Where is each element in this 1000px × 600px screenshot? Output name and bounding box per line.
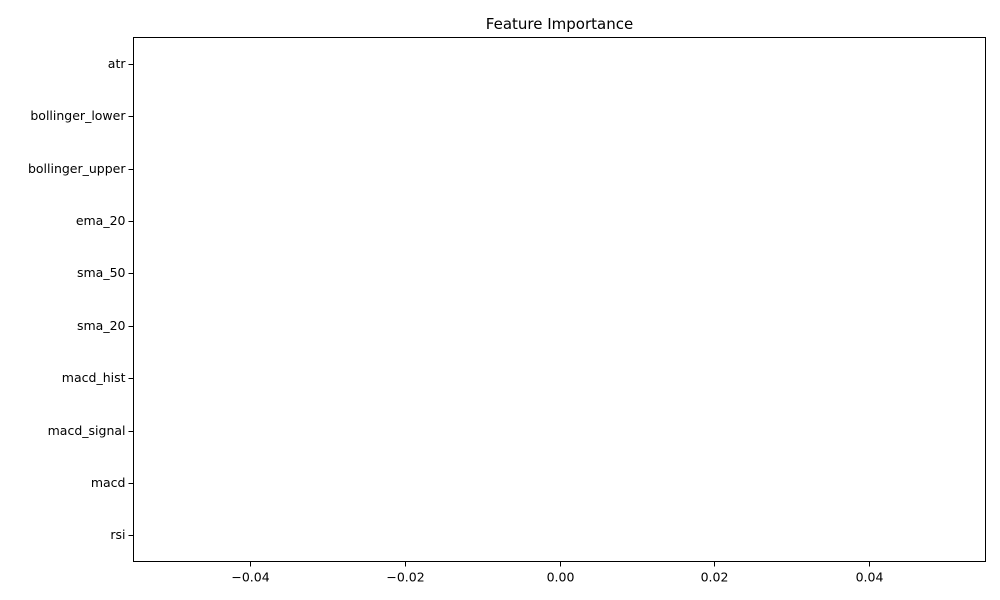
- y-tick-label-rsi: rsi: [110, 527, 125, 542]
- chart-title: Feature Importance: [486, 15, 633, 33]
- y-tick-label-macd_hist: macd_hist: [62, 370, 126, 385]
- y-axis: rsi macd macd_signal macd_hist sma_20 sma_50 e…: [28, 56, 134, 542]
- y-tick-label-macd: macd: [91, 475, 126, 490]
- x-tick-label-0: −0.04: [231, 570, 269, 585]
- x-tick-label-1: −0.02: [386, 570, 424, 585]
- x-tick-label-3: 0.02: [701, 570, 729, 585]
- y-tick-label-atr: atr: [108, 56, 127, 71]
- plot-area-frame: [133, 37, 986, 562]
- y-tick-label-bollinger_lower: bollinger_lower: [30, 108, 126, 123]
- x-tick-label-4: 0.04: [856, 570, 884, 585]
- y-tick-label-macd_signal: macd_signal: [48, 423, 126, 438]
- y-tick-label-ema_20: ema_20: [76, 213, 126, 228]
- x-tick-label-2: 0.00: [547, 570, 575, 585]
- y-tick-label-bollinger_upper: bollinger_upper: [28, 161, 126, 176]
- y-tick-label-sma_50: sma_50: [77, 265, 126, 280]
- x-axis: −0.04 −0.02 0.00 0.02 0.04: [231, 561, 884, 585]
- y-tick-label-sma_20: sma_20: [77, 318, 126, 333]
